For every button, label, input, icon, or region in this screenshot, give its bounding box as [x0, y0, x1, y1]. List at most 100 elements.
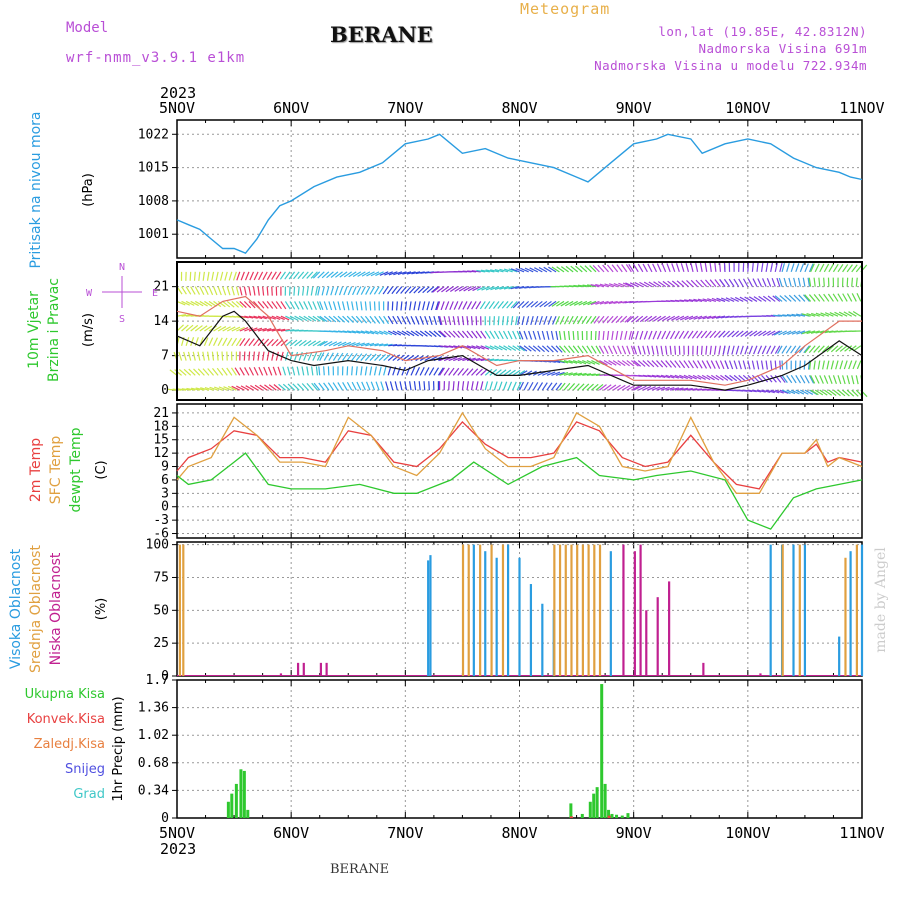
- cloud-side-label-0: Visoka Oblacnost: [8, 548, 24, 669]
- wind-arrow: [257, 315, 267, 320]
- wind-arrow: [738, 360, 742, 370]
- wind-arrow: [811, 312, 820, 317]
- wind-arrow: [695, 262, 699, 272]
- compass-e: E: [152, 288, 158, 299]
- wind-arrow: [404, 286, 412, 294]
- wind-arrow: [503, 345, 512, 351]
- wind-arrow: [461, 316, 465, 326]
- wind-arrow: [539, 300, 548, 308]
- wind-arrow: [512, 369, 521, 376]
- wind-arrow: [783, 277, 788, 287]
- bar-precip: [595, 787, 599, 818]
- wind-arrow: [747, 278, 753, 287]
- wind-arrow: [448, 356, 458, 362]
- wind-arrow: [713, 345, 717, 355]
- wind-arrow: [471, 345, 481, 350]
- wind-arrow: [271, 301, 278, 310]
- wind-arrow: [419, 330, 428, 337]
- wind-arrow: [280, 315, 290, 321]
- wind-arrow: [276, 315, 285, 321]
- wind-arrow: [387, 330, 397, 336]
- pressure-unit-label: (hPa): [81, 173, 96, 207]
- wind-arrow: [573, 300, 583, 306]
- wind-arrow: [226, 286, 231, 296]
- wind-arrow: [676, 280, 685, 288]
- wind-arrow: [633, 385, 642, 391]
- wind-arrow: [556, 300, 565, 307]
- wind-arrow: [378, 330, 388, 335]
- bar-cloud: [182, 544, 185, 676]
- wind-arrow: [722, 330, 730, 338]
- wind-arrow: [402, 271, 412, 275]
- wind-arrow: [288, 271, 296, 280]
- wind-arrow: [415, 271, 425, 275]
- wind-arrow: [516, 381, 522, 391]
- wind-arrow: [396, 315, 403, 325]
- bar-cloud: [639, 544, 642, 676]
- wind-arrow: [715, 360, 721, 370]
- wind-arrow: [498, 345, 508, 351]
- wind-arrow: [351, 381, 357, 391]
- wind-arrow: [306, 286, 309, 296]
- wind-arrow: [577, 383, 585, 391]
- wind-arrow: [683, 387, 693, 391]
- wind-arrow: [440, 301, 445, 311]
- wind-arrow: [611, 315, 619, 324]
- wind-arrow: [471, 368, 479, 376]
- wind-arrow: [449, 301, 454, 310]
- bar-cloud: [553, 544, 556, 676]
- y-tick-label: -6: [153, 527, 169, 542]
- bar-cloud: [461, 544, 465, 676]
- wind-arrow: [595, 383, 604, 391]
- bar-cloud: [759, 673, 762, 676]
- wind-arrow: [334, 286, 339, 296]
- wind-arrow: [183, 351, 187, 361]
- wind-arrow: [651, 360, 659, 368]
- wind-arrow: [490, 269, 500, 273]
- wind-arrow: [635, 315, 644, 323]
- wind-arrow: [738, 374, 746, 382]
- wind-arrow: [852, 360, 857, 370]
- wind-arrow: [555, 359, 565, 364]
- wind-arrow: [226, 326, 236, 332]
- wind-arrow: [680, 263, 685, 273]
- wind-arrow: [742, 278, 749, 287]
- wind-arrow: [230, 367, 237, 376]
- wind-arrow: [266, 301, 274, 309]
- wind-arrow: [528, 330, 533, 340]
- wind-arrow: [217, 286, 222, 296]
- wind-arrow: [782, 330, 792, 336]
- wind-arrow: [644, 315, 653, 322]
- wind-arrow: [506, 316, 509, 326]
- wind-arrow: [301, 366, 305, 376]
- wind-arrow: [428, 316, 433, 325]
- wind-arrow: [356, 286, 362, 296]
- wind-arrow: [461, 330, 469, 339]
- wind-arrow: [428, 330, 437, 338]
- wind-arrow: [346, 315, 354, 324]
- wind-arrow: [525, 316, 530, 326]
- wind-arrow: [760, 360, 764, 370]
- wind-arrow: [642, 360, 650, 368]
- wind-arrow: [683, 374, 693, 380]
- wind-arrow: [577, 345, 584, 354]
- wind-arrow: [828, 263, 834, 273]
- wind-arrow: [624, 330, 628, 340]
- wind-arrow: [360, 301, 363, 311]
- bottom-date-label: 6NOV: [273, 824, 309, 842]
- wind-arrow: [213, 325, 222, 332]
- wind-arrow: [770, 374, 777, 383]
- wind-arrow: [543, 316, 548, 325]
- wind-arrow: [240, 271, 245, 281]
- wind-arrow: [439, 367, 446, 376]
- wind-arrow: [843, 360, 848, 370]
- wind-arrow: [257, 338, 265, 347]
- wind-arrow: [722, 345, 726, 355]
- wind-arrow: [327, 382, 334, 391]
- wind-arrow: [479, 301, 486, 310]
- wind-arrow: [278, 383, 286, 391]
- wind-arrow: [555, 371, 565, 376]
- wind-arrow: [323, 366, 325, 376]
- bar-cloud: [302, 662, 305, 676]
- wind-arrow: [202, 368, 210, 376]
